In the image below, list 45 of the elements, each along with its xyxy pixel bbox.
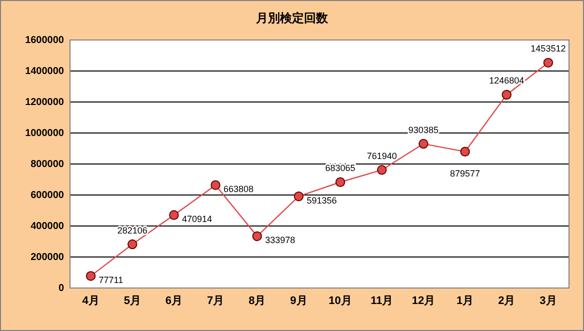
data-label: 77711	[98, 274, 124, 285]
data-label: 663808	[224, 184, 254, 194]
point	[169, 210, 179, 220]
y-tick-label: 600000	[30, 190, 64, 202]
x-tick-label: 4月	[82, 294, 100, 307]
y-tick-label: 1600000	[25, 35, 64, 46]
point	[294, 191, 304, 202]
data-label: 591356	[306, 195, 337, 206]
point	[543, 58, 554, 68]
data-label: 1246804	[489, 76, 524, 86]
x-tick-label: 6月	[165, 294, 183, 307]
y-tick-label: 800000	[30, 159, 64, 170]
point	[418, 138, 428, 149]
point	[335, 177, 346, 187]
point	[460, 146, 470, 157]
chart-title: 月別検定回数	[255, 11, 329, 25]
data-label: 879577	[450, 168, 480, 179]
point	[86, 271, 96, 281]
point	[128, 239, 138, 250]
y-tick-label: 200000	[30, 252, 64, 264]
y-tick-label: 1200000	[25, 97, 64, 108]
x-tick-label: 5月	[124, 294, 141, 307]
x-tick-label: 2月	[498, 294, 516, 307]
x-tick-label: 10月	[328, 294, 352, 307]
y-tick-label: 1400000	[25, 66, 64, 78]
x-tick-label: 1月	[456, 294, 474, 307]
data-label: 1453512	[530, 44, 566, 54]
y-tick-label: 1000000	[25, 128, 64, 140]
y-tick-label: 0	[58, 283, 64, 294]
data-label: 470914	[182, 214, 212, 224]
point	[377, 165, 387, 175]
data-label: 333978	[265, 235, 296, 246]
point	[502, 90, 512, 100]
data-label: 683065	[325, 163, 356, 174]
data-label: 282106	[117, 225, 148, 236]
x-tick-label: 8月	[248, 294, 266, 307]
point	[210, 180, 220, 190]
x-tick-label: 12月	[412, 294, 436, 307]
x-tick-label: 7月	[206, 294, 224, 307]
x-tick-label: 11月	[370, 294, 394, 307]
y-tick-label: 400000	[30, 221, 64, 232]
x-tick-label: 3月	[540, 294, 557, 307]
x-tick-label: 9月	[290, 294, 308, 307]
point	[252, 231, 262, 242]
data-label: 761940	[366, 150, 397, 161]
